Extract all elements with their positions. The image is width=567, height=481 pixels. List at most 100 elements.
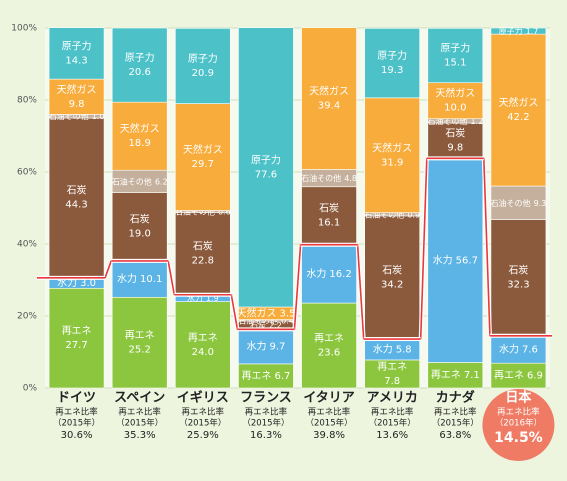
ratio-connector <box>483 158 491 336</box>
bar-segment <box>175 28 231 104</box>
bar-segment <box>490 335 547 364</box>
x-tick-label: 日本 <box>505 390 531 406</box>
segment-name: 石炭 <box>382 264 402 276</box>
bar-segment <box>238 27 294 308</box>
segment-name: 天然ガス <box>372 141 412 154</box>
segment-name: 水力 <box>373 342 393 355</box>
segment-name: 水力 <box>433 253 453 266</box>
segment-value: 16.2 <box>329 269 351 280</box>
segment-label: 天然ガス 3.5 <box>236 306 295 319</box>
segment-value: 44.3 <box>65 200 87 211</box>
segment-name: 再エネ <box>377 361 407 373</box>
bar-segment <box>490 185 547 220</box>
ratio-year: （2015年） <box>369 418 416 429</box>
segment-name: 再エネ <box>314 333 344 345</box>
segment-name: 石油その他 <box>112 176 152 186</box>
segment-value: 6.7 <box>274 371 290 382</box>
bar-segment <box>238 363 294 389</box>
segment-name: 再エネ <box>241 370 271 382</box>
segment-value: 25.2 <box>129 345 151 356</box>
ratio-year: （2015年） <box>432 418 479 429</box>
segment-name: 石炭 <box>445 128 465 140</box>
segment-label: 石油その他 1.2 <box>427 115 483 125</box>
segment-name: 再エネ <box>62 325 92 337</box>
bar-segment <box>111 101 168 171</box>
segment-label: 再エネ 7.1 <box>431 369 480 381</box>
ratio-year: （2015年） <box>242 418 289 429</box>
bar-segment <box>364 97 420 213</box>
segment-name: 水力 <box>306 267 326 280</box>
ratio-value: 16.3% <box>250 430 282 441</box>
segment-name: 原子力 <box>440 42 470 55</box>
segment-value: 7.8 <box>384 376 400 387</box>
bar-segment <box>301 244 357 304</box>
ratio-year: （2015年） <box>179 418 226 429</box>
segment-label: 再エネ 6.7 <box>241 370 290 382</box>
ratio-title: 再エネ比率 <box>371 407 414 418</box>
x-tick-label: カナダ <box>436 390 475 406</box>
segment-label: 石油その他 4.8 <box>301 173 357 183</box>
segment-label: 水力 16.2 <box>306 267 351 280</box>
segment-value: 32.3 <box>507 280 529 291</box>
segment-name: 石油その他 <box>301 173 341 183</box>
segment-label: 原子力 1.7 <box>499 26 539 36</box>
segment-label: 石油その他 9.3 <box>491 197 547 207</box>
bar-segment <box>427 362 484 389</box>
segment-name: 石油その他 <box>364 209 404 219</box>
segment-value: 20.9 <box>192 68 214 79</box>
segment-name: 天然ガス <box>57 83 97 96</box>
segment-name: 天然ガス <box>309 85 349 98</box>
segment-name: 再エネ <box>125 330 155 342</box>
y-tick-label: 60% <box>17 168 37 178</box>
bar-segment <box>427 122 484 159</box>
segment-value: 1.0 <box>92 112 105 121</box>
x-tick-label: イタリア <box>303 391 354 406</box>
segment-label: 石油その他 0.6 <box>175 206 231 216</box>
segment-value: 56.7 <box>456 255 478 266</box>
segment-value: 5.8 <box>396 344 412 355</box>
bar-segment <box>175 103 231 211</box>
y-tick-label: 0% <box>23 384 38 394</box>
ratio-year: （2015年） <box>305 418 352 429</box>
bar-segment <box>238 328 294 365</box>
bar-segment <box>111 296 168 389</box>
bar-segment <box>490 27 547 35</box>
segment-value: 23.6 <box>318 348 340 359</box>
x-tick-label: ドイツ <box>57 391 96 406</box>
ratio-connector <box>293 244 302 330</box>
segment-name: 原子力 <box>188 52 218 65</box>
ratio-value: 39.8% <box>313 430 345 441</box>
ratio-connector <box>104 260 112 279</box>
bar-segment <box>48 117 105 278</box>
segment-label: 水力 10.1 <box>117 272 162 285</box>
segment-value: 3.5 <box>279 308 295 319</box>
segment-label: 石炭 2.2 <box>250 321 282 330</box>
segment-name: 天然ガス <box>120 122 160 135</box>
segment-name: 石炭 <box>193 241 213 253</box>
ratio-value: 14.5% <box>494 430 543 446</box>
bar-segment <box>301 302 357 389</box>
segment-name: 再エネ <box>431 369 461 381</box>
segment-value: 1.9 <box>206 294 219 303</box>
segment-value: 10.0 <box>444 103 466 114</box>
bar-segment <box>490 33 547 187</box>
segment-name: 水力 <box>499 342 519 355</box>
segment-name: 石炭 <box>508 265 528 277</box>
segment-name: 石油その他 <box>427 115 467 125</box>
segment-value: 6.9 <box>527 371 543 382</box>
segment-name: 石炭 <box>67 185 87 197</box>
ratio-title: 再エネ比率 <box>182 407 225 418</box>
segment-value: 34.2 <box>381 279 403 290</box>
bar-segment <box>490 219 547 337</box>
segment-value: 4.8 <box>344 174 357 183</box>
segment-value: 20.6 <box>129 67 151 78</box>
segment-label: 水力 9.7 <box>246 339 285 352</box>
bar-segment <box>175 301 231 389</box>
ratio-title: 再エネ比率 <box>55 407 98 418</box>
bar-segment <box>364 28 420 99</box>
segment-name: 天然ガス <box>236 306 276 319</box>
x-tick-label: スペイン <box>114 391 165 406</box>
ratio-value: 25.9% <box>187 430 219 441</box>
segment-value: 18.9 <box>129 138 151 149</box>
